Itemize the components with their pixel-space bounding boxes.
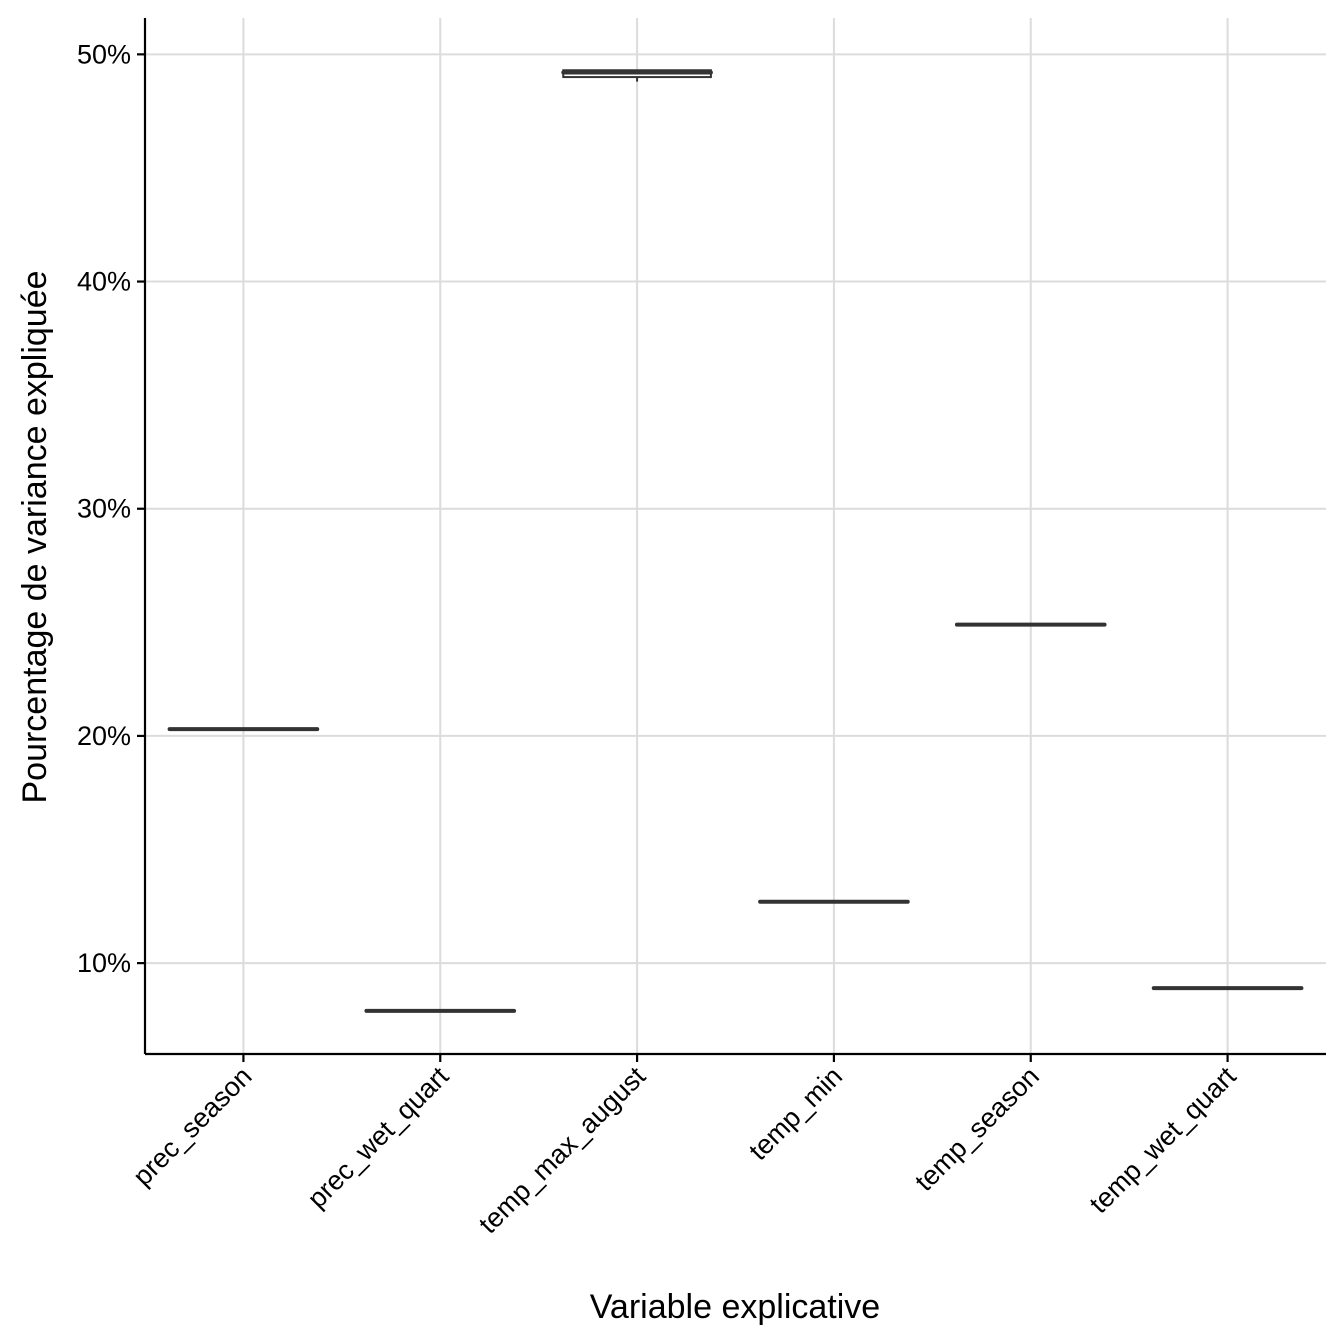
x-axis-title: Variable explicative (590, 1288, 880, 1326)
y-tick-label: 30% (77, 494, 131, 524)
x-tick-label: temp_max_august (473, 1061, 652, 1240)
box-temp_max_august (561, 69, 713, 82)
x-tick-label: temp_season (909, 1061, 1045, 1197)
boxes (167, 69, 1304, 1013)
y-tick-label: 40% (77, 267, 131, 297)
axes: 10% 20% 30% 40% 50% prec_season prec_wet_quart… (77, 18, 1326, 1239)
x-tick-label: prec_wet_quart (302, 1061, 455, 1214)
grid (145, 18, 1326, 1054)
x-tick-label: temp_wet_quart (1084, 1061, 1242, 1219)
y-tick-label: 10% (77, 948, 131, 978)
y-tick-label: 20% (77, 721, 131, 751)
x-tick-label: prec_season (127, 1061, 258, 1192)
x-tick-label: temp_min (743, 1061, 848, 1166)
y-axis-title: Pourcentage de variance expliquée (16, 270, 54, 803)
y-tick-label: 50% (77, 39, 131, 69)
